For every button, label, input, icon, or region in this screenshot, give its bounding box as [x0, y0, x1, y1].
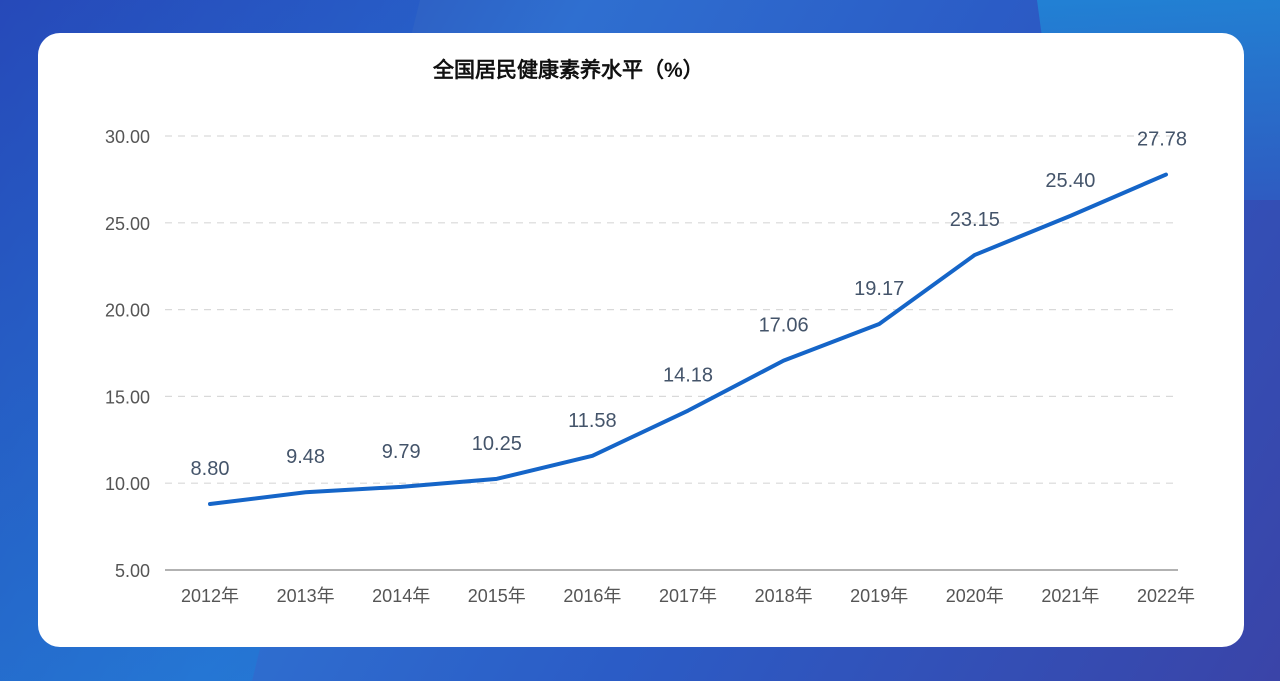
- y-tick-label: 5.00: [115, 561, 150, 581]
- data-label: 25.40: [1045, 170, 1095, 192]
- y-tick-label: 10.00: [105, 474, 150, 494]
- chart-title: 全国居民健康素养水平（%）: [432, 58, 704, 82]
- data-label: 10.25: [472, 433, 522, 455]
- x-tick-label: 2013年: [277, 586, 335, 606]
- data-label: 14.18: [663, 365, 713, 387]
- y-tick-label: 15.00: [105, 387, 150, 407]
- chart-card: [38, 33, 1244, 647]
- data-label: 9.48: [286, 446, 325, 468]
- x-tick-label: 2022年: [1137, 586, 1195, 606]
- data-label: 27.78: [1137, 129, 1187, 151]
- data-label: 11.58: [568, 410, 617, 432]
- data-label: 17.06: [759, 315, 809, 337]
- x-tick-label: 2016年: [563, 586, 621, 606]
- x-tick-label: 2017年: [659, 586, 717, 606]
- x-tick-label: 2020年: [946, 586, 1004, 606]
- data-line: [208, 172, 1168, 507]
- x-tick-label: 2019年: [850, 586, 908, 606]
- x-tick-label: 2018年: [755, 586, 813, 606]
- y-tick-label: 20.00: [105, 301, 150, 321]
- data-label: 19.17: [854, 278, 904, 300]
- y-tick-label: 25.00: [105, 214, 150, 234]
- x-tick-label: 2014年: [372, 586, 430, 606]
- data-label: 9.79: [382, 441, 421, 463]
- data-label: 8.80: [191, 458, 230, 480]
- x-tick-label: 2012年: [181, 586, 239, 606]
- y-tick-label: 30.00: [105, 127, 150, 147]
- x-tick-label: 2015年: [468, 586, 526, 606]
- data-label: 23.15: [950, 209, 1000, 231]
- x-tick-label: 2021年: [1041, 586, 1099, 606]
